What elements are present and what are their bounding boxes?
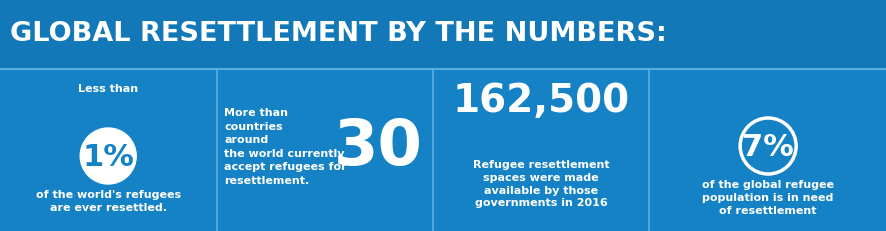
Text: 30: 30 (334, 116, 423, 177)
Text: GLOBAL RESETTLEMENT BY THE NUMBERS:: GLOBAL RESETTLEMENT BY THE NUMBERS: (10, 21, 666, 47)
Text: 162,500: 162,500 (452, 82, 629, 119)
Bar (0, 0, 886, 68)
Text: 1%: 1% (82, 142, 134, 171)
Text: Refugee resettlement
spaces were made
available by those
governments in 2016: Refugee resettlement spaces were made av… (472, 159, 609, 207)
Circle shape (80, 128, 136, 184)
Text: Less than: Less than (78, 84, 138, 94)
Text: More than
countries
around
the world currently
accept refugees for
resettlement.: More than countries around the world cur… (224, 108, 346, 185)
Text: 7%: 7% (742, 132, 793, 161)
Text: of the global refugee
population is in need
of resettlement: of the global refugee population is in n… (702, 179, 833, 215)
Text: of the world's refugees
are ever resettled.: of the world's refugees are ever resettl… (35, 189, 181, 212)
